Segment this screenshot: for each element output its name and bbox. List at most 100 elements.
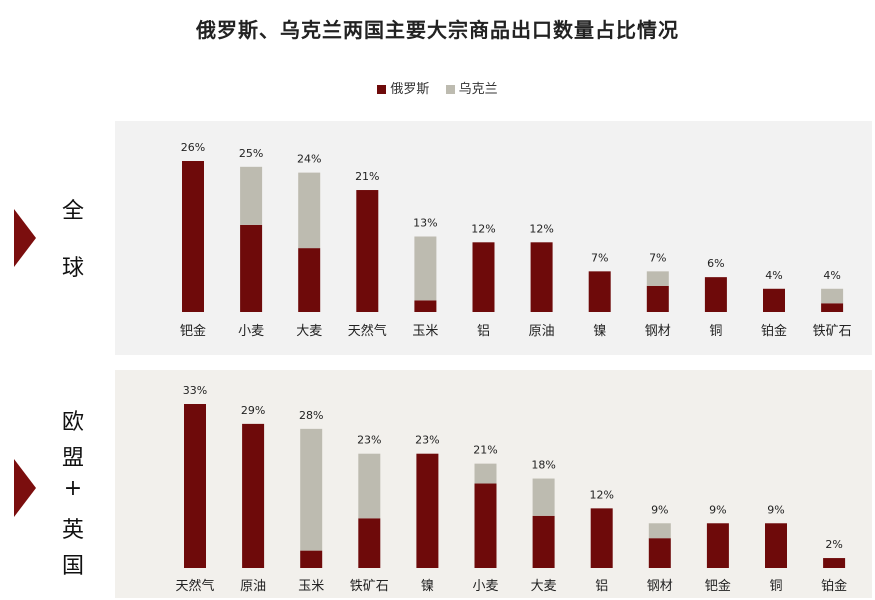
global-category-label-1: 小麦 (238, 324, 264, 339)
eu-value-label-5: 21% (473, 444, 497, 457)
legend-swatch-russia (377, 85, 387, 94)
eu-value-label-8: 9% (651, 503, 668, 516)
eu-category-label-8: 钢材 (647, 579, 673, 594)
region-label-global-1: 全 (61, 199, 84, 224)
eu-category-label-1: 原油 (240, 579, 266, 594)
eu-value-label-9: 9% (709, 503, 726, 516)
global-value-label-1: 25% (239, 147, 263, 160)
global-value-label-11: 4% (823, 269, 840, 282)
global-bar-ukraine-8 (646, 271, 669, 286)
eu-category-label-9: 钯金 (705, 578, 731, 594)
global-bar-russia-0 (182, 161, 204, 312)
global-bar-russia-4 (414, 300, 437, 312)
eu-bar-ukraine-6 (532, 478, 555, 516)
global-bar-ukraine-11 (821, 288, 844, 304)
legend-label-ukraine: 乌克兰 (458, 82, 498, 97)
global-bar-russia-9 (704, 277, 727, 312)
eu-value-label-4: 23% (415, 434, 439, 447)
region-label-eu-3: + (63, 476, 83, 501)
eu-bar-russia-5 (474, 483, 497, 568)
eu-value-label-6: 18% (531, 459, 555, 472)
region-marker-global (14, 209, 36, 267)
global-bar-russia-1 (240, 224, 263, 312)
global-bar-russia-11 (821, 303, 844, 312)
global-category-label-10: 铂金 (761, 323, 787, 339)
eu-bar-russia-6 (532, 515, 555, 568)
global-bar-ukraine-1 (240, 166, 263, 225)
eu-bar-russia-3 (358, 518, 381, 568)
global-category-label-2: 大麦 (296, 324, 322, 339)
global-bar-ukraine-4 (414, 236, 437, 301)
eu-bar-ukraine-5 (474, 463, 497, 484)
eu-value-label-7: 12% (589, 488, 613, 501)
eu-value-label-0: 33% (183, 384, 207, 397)
eu-category-label-0: 天然气 (175, 578, 214, 594)
global-value-label-6: 12% (529, 222, 553, 235)
eu-bar-russia-10 (765, 523, 787, 568)
eu-category-label-10: 铜 (769, 579, 782, 594)
global-category-label-0: 钯金 (180, 323, 206, 339)
global-bar-russia-7 (588, 271, 611, 312)
global-category-label-6: 原油 (529, 324, 555, 339)
eu-bar-russia-4 (416, 453, 439, 568)
legend-label-russia: 俄罗斯 (390, 82, 430, 97)
eu-bar-russia-11 (823, 558, 846, 568)
eu-value-label-2: 28% (299, 409, 323, 422)
eu-category-label-11: 铂金 (821, 578, 847, 594)
eu-category-label-5: 小麦 (472, 579, 498, 594)
global-value-label-0: 26% (181, 141, 205, 154)
global-category-label-5: 铝 (477, 324, 490, 339)
eu-category-label-3: 铁矿石 (350, 579, 389, 594)
eu-bar-ukraine-3 (358, 453, 381, 519)
global-value-label-4: 13% (413, 217, 437, 230)
eu-value-label-11: 2% (825, 538, 842, 551)
global-value-label-2: 24% (297, 153, 321, 166)
global-bar-russia-3 (356, 190, 379, 312)
region-label-eu-5: 国 (61, 554, 84, 579)
global-bar-russia-10 (763, 288, 785, 312)
global-value-label-8: 7% (649, 251, 666, 264)
global-value-label-10: 4% (765, 269, 782, 282)
eu-value-label-1: 29% (241, 404, 265, 417)
eu-bar-russia-1 (242, 423, 265, 568)
chart-title: 俄罗斯、乌克兰两国主要大宗商品出口数量占比情况 (196, 18, 679, 42)
eu-bar-russia-0 (184, 404, 206, 568)
eu-category-label-2: 玉米 (298, 579, 324, 594)
region-marker-eu-uk (14, 459, 36, 517)
legend-swatch-ukraine (445, 85, 455, 94)
global-category-label-4: 玉米 (412, 324, 438, 339)
legend-item-russia: 俄罗斯 (377, 78, 429, 97)
legend: 俄罗斯 乌克兰 (0, 78, 875, 97)
eu-category-label-7: 铝 (595, 579, 608, 594)
global-category-label-8: 钢材 (645, 324, 671, 339)
global-category-label-9: 铜 (709, 324, 722, 339)
eu-bar-russia-2 (300, 550, 323, 568)
global-bar-russia-2 (298, 248, 321, 312)
global-value-label-9: 6% (707, 257, 724, 270)
eu-bar-ukraine-2 (300, 428, 323, 551)
global-bar-russia-8 (646, 285, 669, 312)
global-value-label-5: 12% (471, 222, 495, 235)
global-bar-russia-5 (472, 242, 495, 312)
eu-bar-russia-8 (648, 538, 671, 568)
eu-bar-russia-7 (590, 508, 613, 568)
global-value-label-7: 7% (591, 251, 608, 264)
region-label-eu-1: 欧 (61, 410, 84, 435)
eu-value-label-3: 23% (357, 434, 381, 447)
legend-item-ukraine: 乌克兰 (445, 78, 498, 97)
eu-category-label-4: 镍 (421, 579, 434, 594)
global-value-label-3: 21% (355, 170, 379, 183)
eu-bar-russia-9 (706, 523, 729, 568)
global-category-label-11: 铁矿石 (813, 324, 852, 339)
eu-bar-ukraine-8 (648, 523, 671, 539)
global-category-label-3: 天然气 (348, 323, 387, 339)
global-category-label-7: 镍 (593, 324, 606, 339)
eu-category-label-6: 大麦 (531, 579, 557, 594)
global-bar-russia-6 (530, 242, 553, 312)
region-label-global-2: 球 (61, 256, 84, 281)
region-label-eu-4: 英 (61, 518, 84, 543)
global-bar-ukraine-2 (298, 172, 321, 249)
eu-value-label-10: 9% (767, 503, 784, 516)
region-label-eu-2: 盟 (61, 446, 84, 471)
